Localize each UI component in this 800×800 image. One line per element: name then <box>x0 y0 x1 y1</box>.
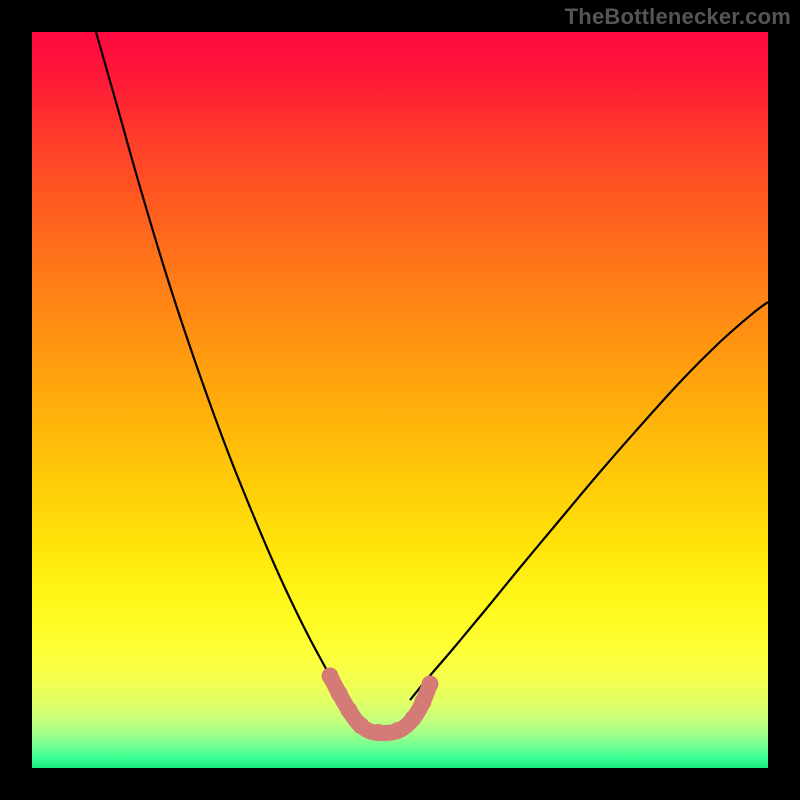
chart-outer-frame: TheBottlenecker.com <box>0 0 800 800</box>
watermark-text: TheBottlenecker.com <box>565 4 791 30</box>
plot-gradient-area <box>32 32 768 768</box>
